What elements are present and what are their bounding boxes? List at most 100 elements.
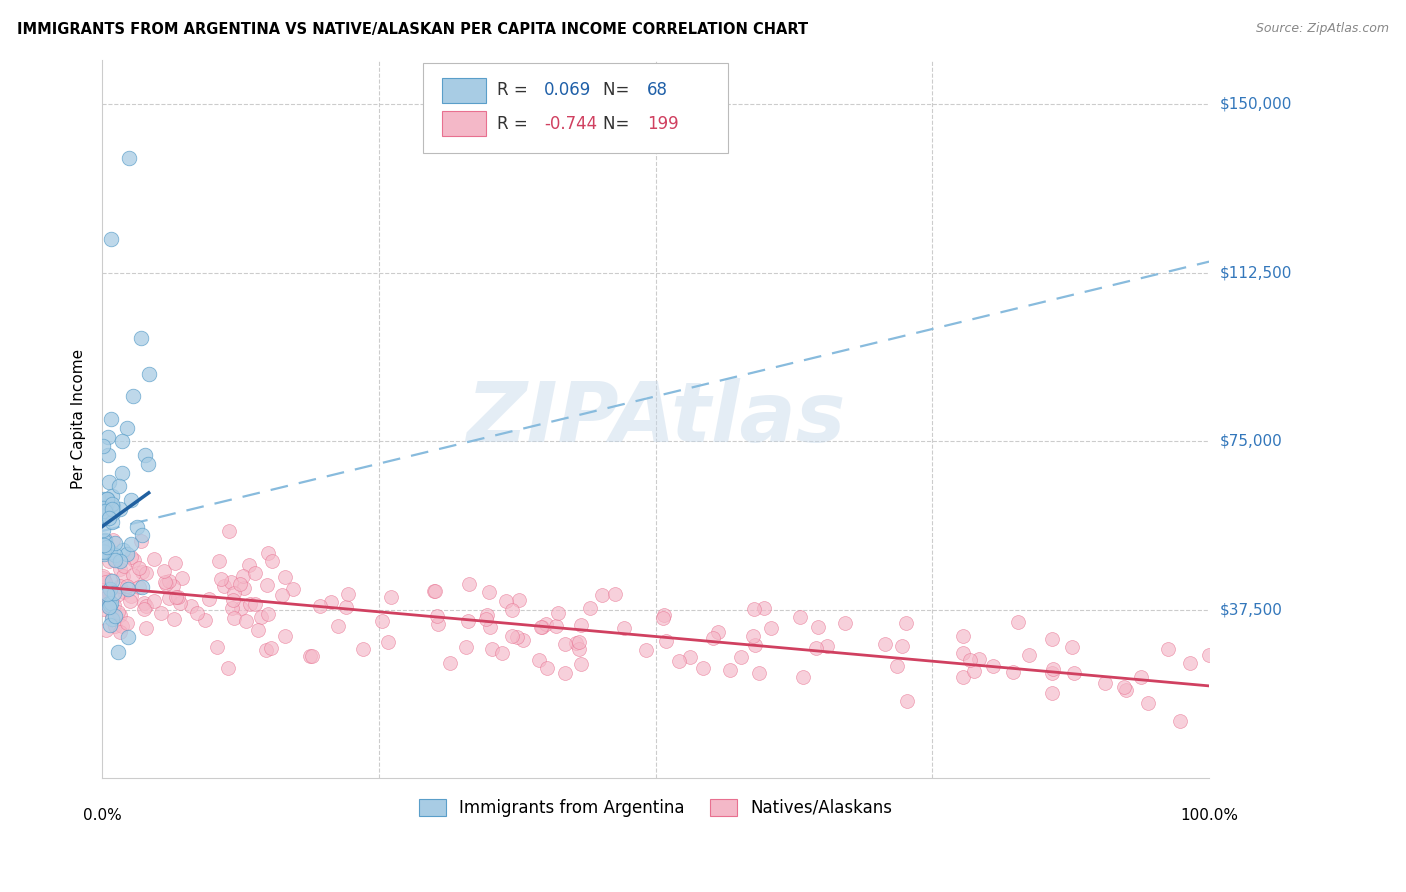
Point [157, 574, 180, 589]
Point [678, 649, 700, 664]
Point [952, 629, 974, 643]
Point [1130, 670, 1153, 684]
Point [101, 506, 124, 520]
Point [257, 607, 280, 622]
Point [328, 619, 350, 633]
Point [142, 594, 165, 608]
Point [231, 600, 253, 615]
Point [245, 597, 267, 611]
Point [890, 639, 912, 653]
Point [969, 652, 991, 666]
Point [579, 601, 602, 615]
Legend: Immigrants from Argentina, Natives/Alaskans: Immigrants from Argentina, Natives/Alask… [413, 792, 898, 823]
Point [93, 598, 115, 612]
Point [260, 640, 283, 655]
Point [806, 641, 828, 656]
Point [115, 421, 138, 435]
Point [118, 152, 141, 166]
Point [108, 562, 131, 576]
Point [1062, 640, 1084, 654]
Point [718, 663, 741, 677]
Point [232, 569, 254, 583]
Point [111, 569, 134, 583]
Point [134, 448, 156, 462]
Point [96, 508, 118, 522]
Point [96, 587, 118, 601]
Point [1178, 656, 1201, 670]
Point [527, 652, 550, 666]
Point [155, 577, 177, 591]
Point [491, 646, 513, 660]
Point [101, 500, 124, 514]
Point [122, 389, 145, 403]
Point [229, 576, 252, 591]
Point [380, 590, 402, 604]
Point [115, 579, 138, 593]
Point [103, 553, 125, 567]
Point [501, 603, 523, 617]
Point [298, 648, 321, 663]
Point [135, 599, 157, 613]
Point [568, 634, 591, 648]
Point [335, 600, 357, 615]
Point [792, 670, 814, 684]
Point [256, 642, 278, 657]
Point [246, 624, 269, 638]
Point [218, 524, 240, 538]
Point [692, 661, 714, 675]
Point [180, 599, 202, 613]
Point [222, 593, 245, 607]
Point [554, 666, 576, 681]
Point [167, 591, 190, 605]
Point [94, 623, 117, 637]
Point [97, 448, 120, 462]
Point [1168, 714, 1191, 729]
Point [212, 579, 235, 593]
Point [93, 534, 115, 549]
Point [135, 566, 157, 580]
Point [896, 694, 918, 708]
Point [208, 554, 231, 568]
Text: $112,500: $112,500 [1220, 265, 1292, 280]
Point [159, 591, 181, 605]
Point [243, 566, 266, 580]
Point [93, 545, 115, 559]
Point [457, 614, 479, 628]
Point [759, 621, 782, 635]
Point [97, 554, 120, 568]
Point [162, 579, 184, 593]
Point [1007, 615, 1029, 630]
Point [131, 565, 153, 579]
Point [94, 500, 117, 515]
Text: ZIPAtlas: ZIPAtlas [465, 378, 845, 459]
Point [654, 633, 676, 648]
Point [270, 588, 292, 602]
Point [207, 640, 229, 654]
Point [707, 625, 730, 640]
Point [120, 589, 142, 603]
Point [93, 492, 115, 507]
FancyBboxPatch shape [441, 112, 486, 136]
Point [423, 584, 446, 599]
Point [108, 607, 131, 622]
Point [91, 543, 114, 558]
Point [117, 547, 139, 561]
Point [128, 560, 150, 574]
Point [104, 618, 127, 632]
Point [281, 582, 304, 596]
Point [93, 538, 115, 552]
Point [612, 621, 634, 635]
Point [93, 547, 115, 561]
Point [529, 620, 551, 634]
Point [111, 619, 134, 633]
Point [250, 609, 273, 624]
Point [150, 606, 173, 620]
Point [103, 585, 125, 599]
Point [959, 653, 981, 667]
Point [508, 593, 530, 607]
Text: $75,000: $75,000 [1220, 434, 1282, 449]
Point [163, 556, 186, 570]
Point [136, 457, 159, 471]
Point [702, 631, 724, 645]
Point [98, 600, 121, 615]
